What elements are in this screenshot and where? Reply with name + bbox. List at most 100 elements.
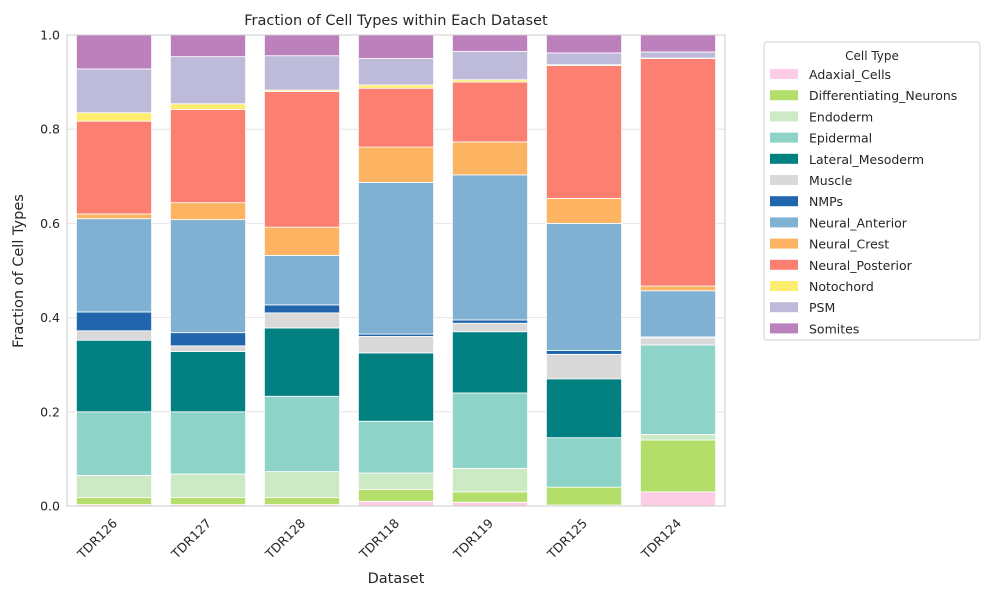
legend-swatch xyxy=(770,154,798,164)
bar-segment-neural-anterior xyxy=(640,291,715,337)
bar-segment-neural-posterior xyxy=(546,66,621,199)
legend-title: Cell Type xyxy=(845,49,899,63)
legend-label: PSM xyxy=(809,300,835,315)
bar-segment-adaxial-cells xyxy=(358,501,433,506)
bar-segment-neural-anterior xyxy=(170,220,245,333)
bar-segment-neural-crest xyxy=(264,227,339,255)
bar-segment-differentiating-neurons xyxy=(546,487,621,505)
legend: Cell Type Adaxial_CellsDifferentiating_N… xyxy=(764,42,980,340)
bar-segment-differentiating-neurons xyxy=(264,498,339,505)
legend-label: Neural_Anterior xyxy=(809,215,908,230)
bar-segment-epidermal xyxy=(640,345,715,434)
bar-segment-psm xyxy=(358,59,433,85)
chart-title: Fraction of Cell Types within Each Datas… xyxy=(244,13,548,29)
bar-segment-endoderm xyxy=(358,473,433,489)
bar-segment-somites xyxy=(640,35,715,52)
bar-segment-neural-anterior xyxy=(358,182,433,334)
bar-segment-neural-crest xyxy=(358,147,433,182)
bar-segment-lateral-mesoderm xyxy=(76,340,151,412)
bar-segment-muscle xyxy=(170,346,245,352)
bar-segment-lateral-mesoderm xyxy=(170,352,245,412)
legend-label: Neural_Posterior xyxy=(809,258,913,273)
legend-label: NMPs xyxy=(809,194,843,209)
bar-segment-neural-posterior xyxy=(76,121,151,214)
bar-segment-nmps xyxy=(264,305,339,313)
bar-segment-endoderm xyxy=(170,474,245,498)
y-tick-label: 1.0 xyxy=(40,28,60,43)
bar-segment-psm xyxy=(546,53,621,65)
legend-swatch xyxy=(770,111,798,121)
legend-swatch xyxy=(770,281,798,291)
bar-segment-neural-anterior xyxy=(264,255,339,304)
legend-swatch xyxy=(770,239,798,249)
bar-segment-psm xyxy=(452,51,527,79)
legend-swatch xyxy=(770,196,798,206)
legend-label: Adaxial_Cells xyxy=(809,67,891,82)
legend-swatch xyxy=(770,90,798,100)
y-tick-label: 0.6 xyxy=(40,216,60,231)
bar-segment-differentiating-neurons xyxy=(358,490,433,502)
bar-segment-epidermal xyxy=(452,393,527,468)
bar-segment-lateral-mesoderm xyxy=(452,332,527,393)
bar-segment-differentiating-neurons xyxy=(640,440,715,492)
bar-segment-neural-posterior xyxy=(170,109,245,202)
bar-segment-neural-crest xyxy=(170,203,245,220)
bar-segment-nmps xyxy=(76,312,151,331)
bar-segment-somites xyxy=(358,35,433,59)
y-tick-label: 0.8 xyxy=(40,122,60,137)
legend-swatch xyxy=(770,69,798,79)
legend-label: Somites xyxy=(809,321,859,336)
bar-segment-lateral-mesoderm xyxy=(264,328,339,396)
bar-segment-somites xyxy=(76,35,151,69)
bar-segment-neural-posterior xyxy=(640,59,715,286)
legend-label: Epidermal xyxy=(809,131,872,146)
bar-segment-psm xyxy=(76,69,151,113)
bar-segment-neural-crest xyxy=(640,286,715,291)
bar-segment-neural-crest xyxy=(452,142,527,175)
legend-swatch xyxy=(770,302,798,312)
bar-segment-epidermal xyxy=(170,412,245,474)
bar-segment-epidermal xyxy=(358,421,433,473)
bar-segment-psm xyxy=(640,52,715,58)
bar-segment-somites xyxy=(452,35,527,51)
y-axis-label: Fraction of Cell Types xyxy=(11,194,27,348)
bar-segment-neural-anterior xyxy=(76,219,151,312)
bar-segment-differentiating-neurons xyxy=(76,498,151,505)
bar-segment-neural-crest xyxy=(546,198,621,223)
legend-frame xyxy=(764,42,980,340)
legend-swatch xyxy=(770,175,798,185)
bar-segment-notochord xyxy=(358,85,433,88)
bar-segment-neural-anterior xyxy=(546,223,621,350)
bar-segment-muscle xyxy=(546,354,621,378)
bar-segment-neural-crest xyxy=(76,214,151,219)
legend-swatch xyxy=(770,217,798,227)
x-axis-label: Dataset xyxy=(368,571,425,587)
bar-segment-adaxial-cells xyxy=(452,502,527,506)
bar-segment-neural-anterior xyxy=(452,175,527,320)
legend-label: Neural_Crest xyxy=(809,237,889,252)
bar-segment-endoderm xyxy=(452,468,527,492)
legend-label: Notochord xyxy=(809,279,874,294)
bar-segment-somites xyxy=(264,35,339,56)
legend-label: Endoderm xyxy=(809,109,873,124)
bar-segment-epidermal xyxy=(264,396,339,471)
legend-swatch xyxy=(770,133,798,143)
legend-swatch xyxy=(770,260,798,270)
bar-segment-nmps xyxy=(170,333,245,346)
bar-segment-endoderm xyxy=(76,475,151,497)
bar-segment-notochord xyxy=(76,113,151,121)
bar-segment-epidermal xyxy=(76,412,151,476)
bar-segment-muscle xyxy=(452,323,527,331)
bar-segment-somites xyxy=(546,35,621,53)
bar-segment-muscle xyxy=(640,338,715,345)
bar-segment-notochord xyxy=(170,104,245,110)
bar-segment-adaxial-cells xyxy=(640,492,715,506)
bar-segment-psm xyxy=(170,57,245,104)
bar-segment-neural-posterior xyxy=(264,92,339,228)
legend-label: Muscle xyxy=(809,173,853,188)
y-tick-label: 0.0 xyxy=(40,499,60,514)
y-tick-label: 0.4 xyxy=(40,310,60,325)
bar-segment-lateral-mesoderm xyxy=(358,353,433,421)
